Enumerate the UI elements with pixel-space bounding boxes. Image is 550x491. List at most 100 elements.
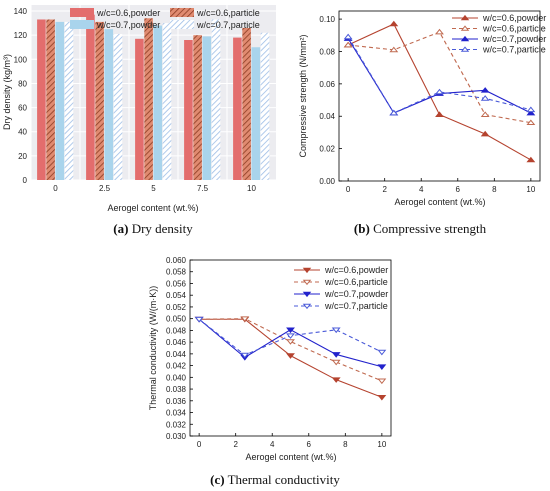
legend-label: w/c=0.7,powder <box>324 289 388 299</box>
data-point <box>240 316 250 322</box>
data-point <box>194 316 204 323</box>
y-tick-label: 0.044 <box>166 350 187 359</box>
y-tick-label: 0.056 <box>166 279 187 288</box>
bar <box>46 19 55 181</box>
caption: (a) Dry density <box>113 221 193 236</box>
legend-label: w/c=0.6,particle <box>324 277 388 287</box>
caption-label: (a) <box>113 221 128 236</box>
y-tick-label: 0.038 <box>166 385 187 394</box>
legend-swatch <box>170 8 194 17</box>
x-tick-label: 8 <box>343 440 348 449</box>
x-tick-label: 0 <box>197 440 202 449</box>
data-point <box>435 111 444 117</box>
legend-label: w/c=0.7,particle <box>482 45 546 55</box>
y-axis-label: Dry density (kg/m³) <box>2 54 12 130</box>
caption-text: Dry density <box>128 221 193 236</box>
data-point <box>331 377 341 383</box>
legend-swatch <box>70 8 94 17</box>
legend-marker <box>460 46 470 52</box>
caption-label: (c) <box>210 472 224 487</box>
bar <box>162 23 172 180</box>
data-point <box>377 349 387 356</box>
y-tick-label: 100 <box>14 55 28 64</box>
legend-marker <box>302 279 312 286</box>
data-point <box>377 378 387 385</box>
y-tick-label: 20 <box>18 152 27 161</box>
x-axis-label: Aerogel content (wt.%) <box>245 452 336 462</box>
legend-label: w/c=0.6,powder <box>324 265 388 275</box>
data-point <box>377 364 387 371</box>
y-axis-label: Thermal conductivity (W/(m·K)) <box>148 286 158 411</box>
plot-area <box>338 10 541 182</box>
y-tick-label: 0 <box>23 176 28 185</box>
series-line <box>199 318 383 382</box>
x-tick-label: 8 <box>492 185 497 194</box>
x-tick-label: 10 <box>526 185 535 194</box>
data-point <box>286 333 295 339</box>
legend-marker <box>302 267 312 274</box>
legend-marker <box>460 35 470 42</box>
data-point <box>526 109 536 116</box>
y-tick-label: 0.00 <box>319 177 335 186</box>
x-tick-label: 5 <box>151 184 156 193</box>
x-tick-label: 0 <box>346 185 351 194</box>
x-tick-label: 2 <box>233 440 238 449</box>
legend-swatch <box>70 20 94 29</box>
data-point <box>480 130 490 137</box>
x-tick-label: 6 <box>307 440 312 449</box>
plot-area <box>189 259 392 437</box>
x-tick-label: 2.5 <box>99 184 111 193</box>
dry-density-chart: 0 20 40 60 80 100 120 140 0 2.5 5 7.5 10 w/c=0.6,po… <box>2 5 276 236</box>
data-point <box>377 394 387 401</box>
data-point <box>389 20 399 27</box>
y-tick-label: 0.058 <box>166 268 187 277</box>
x-tick-label: 0 <box>53 184 58 193</box>
caption: (c) Thermal conductivity <box>210 472 340 487</box>
y-tick-label: 0.04 <box>319 112 335 121</box>
y-tick-label: 0.032 <box>166 420 187 429</box>
data-point <box>480 87 490 93</box>
bar <box>202 36 212 181</box>
y-tick-label: 0.040 <box>166 373 187 382</box>
x-tick-label: 10 <box>377 440 386 449</box>
legend-label: w/c=0.7,particle <box>324 301 388 311</box>
x-tick-label: 6 <box>456 185 461 194</box>
legend-swatch <box>170 20 194 29</box>
series-line <box>347 36 531 114</box>
y-tick-label: 0.046 <box>166 338 187 347</box>
legend-marker <box>460 14 470 21</box>
y-tick-label: 0.048 <box>166 326 187 335</box>
bar <box>260 32 270 180</box>
data-point <box>343 41 353 48</box>
y-tick-label: 0.10 <box>319 15 335 24</box>
data-point <box>343 33 353 40</box>
bar <box>184 40 193 180</box>
legend-marker <box>302 303 312 310</box>
bar <box>211 19 221 181</box>
data-point <box>526 106 536 113</box>
data-point <box>435 88 444 95</box>
x-tick-label: 2 <box>382 185 387 194</box>
data-point <box>389 46 399 53</box>
y-tick-label: 80 <box>18 79 27 88</box>
bar <box>144 18 153 180</box>
legend-label: w/c=0.6,particle <box>482 24 546 34</box>
bar <box>135 38 144 180</box>
thermal-conductivity-chart: 0.030 0.032 0.034 0.036 0.038 0.040 0.042 0.044… <box>148 256 392 487</box>
legend-marker <box>302 291 312 298</box>
data-point <box>331 352 341 358</box>
data-point <box>480 95 490 101</box>
legend-label: w/c=0.7,particle <box>196 20 260 30</box>
y-tick-label: 0.034 <box>166 409 187 418</box>
y-tick-label: 140 <box>14 7 28 16</box>
compressive-strength-chart: 0.00 0.02 0.04 0.06 0.08 0.10 0 2 4 6 8 10 w/c=0.6,… <box>298 10 546 236</box>
y-tick-label: 0.08 <box>319 47 335 56</box>
y-tick-label: 0.052 <box>166 303 187 312</box>
data-point <box>480 111 490 117</box>
bar <box>242 27 251 181</box>
caption-label: (b) <box>354 221 370 236</box>
legend-label: w/c=0.7,powder <box>96 20 160 30</box>
y-tick-label: 0.036 <box>166 397 187 406</box>
y-tick-label: 0.030 <box>166 432 187 441</box>
